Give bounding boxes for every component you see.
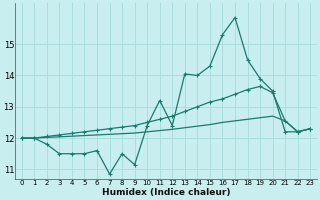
X-axis label: Humidex (Indice chaleur): Humidex (Indice chaleur) — [102, 188, 230, 197]
